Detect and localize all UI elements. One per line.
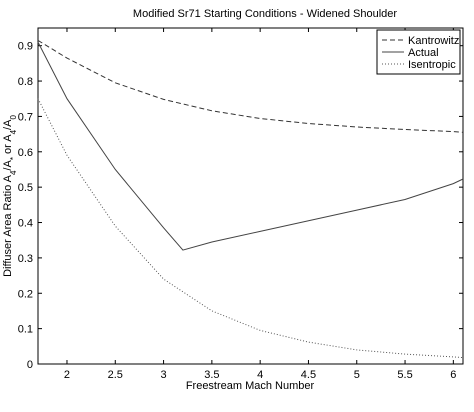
y-tick-label: 0.8 <box>18 76 33 88</box>
legend-label-kantrowitz: Kantrowitz <box>408 35 459 47</box>
x-tick-label: 4.5 <box>301 369 316 381</box>
x-tick-label: 5 <box>354 369 360 381</box>
x-tick-label: 5.5 <box>397 369 412 381</box>
x-axis-label: Freestream Mach Number <box>186 380 315 392</box>
y-tick-label: 0.9 <box>18 41 33 53</box>
y-tick-label: 0.5 <box>18 182 33 194</box>
series-line-actual <box>37 41 464 251</box>
x-tick-label: 3 <box>161 369 167 381</box>
y-tick-label: 0 <box>27 359 33 371</box>
y-axis-ticks: 0 0.1 0.2 0.3 0.4 0.5 0.6 0.7 0.8 0.9 <box>18 41 463 371</box>
x-tick-label: 4 <box>257 369 263 381</box>
x-tick-label: 2.5 <box>108 369 123 381</box>
series-layer <box>37 39 464 359</box>
x-axis-ticks: 2 2.5 3 3.5 4 4.5 5 5.5 6 <box>64 28 456 381</box>
legend-label-actual: Actual <box>408 47 439 59</box>
series-line-isentropic <box>37 98 464 359</box>
y-tick-label: 0.2 <box>18 288 33 300</box>
y-tick-label: 0.6 <box>18 147 33 159</box>
legend-label-isentropic: Isentropic <box>408 59 456 71</box>
y-tick-label: 0.1 <box>18 324 33 336</box>
plot-frame <box>37 27 464 365</box>
chart-title: Modified Sr71 Starting Conditions - Wide… <box>133 8 397 20</box>
y-tick-label: 0.3 <box>18 253 33 265</box>
x-tick-label: 3.5 <box>204 369 219 381</box>
x-tick-label: 2 <box>64 369 70 381</box>
x-tick-label: 6 <box>450 369 456 381</box>
y-tick-label: 0.7 <box>18 111 33 123</box>
y-axis-label: Diffuser Area Ratio A4/A* or A4/A0 <box>2 115 18 277</box>
y-tick-label: 0.4 <box>18 218 33 230</box>
